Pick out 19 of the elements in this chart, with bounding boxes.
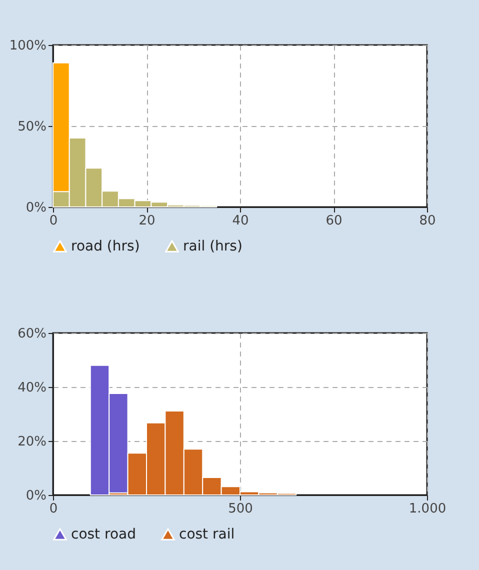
x-tick-label: 0: [49, 502, 58, 516]
y-tick-label: 50%: [18, 120, 46, 134]
x-tick-label: 1.000: [408, 502, 446, 516]
x-tick-label: 40: [232, 214, 249, 228]
y-tick-label: 20%: [18, 434, 46, 450]
y-tick-label: 0%: [26, 488, 46, 504]
y-tick-label: 100%: [9, 38, 46, 54]
x-tick-label: 60: [326, 214, 342, 228]
x-tick-label: 20: [138, 214, 156, 228]
y-tick-label: 40%: [18, 380, 46, 396]
x-tick-label: 80: [419, 214, 436, 228]
legend-label: road (hrs): [71, 238, 140, 254]
legend-label: cost rail: [179, 526, 235, 542]
y-tick-label: 0%: [26, 200, 46, 216]
x-tick-label: 0: [49, 214, 58, 228]
legend-label: rail (hrs): [183, 238, 242, 254]
y-tick-label: 60%: [18, 326, 46, 342]
x-tick-label: 500: [228, 502, 253, 516]
legend-label: cost road: [71, 526, 136, 542]
